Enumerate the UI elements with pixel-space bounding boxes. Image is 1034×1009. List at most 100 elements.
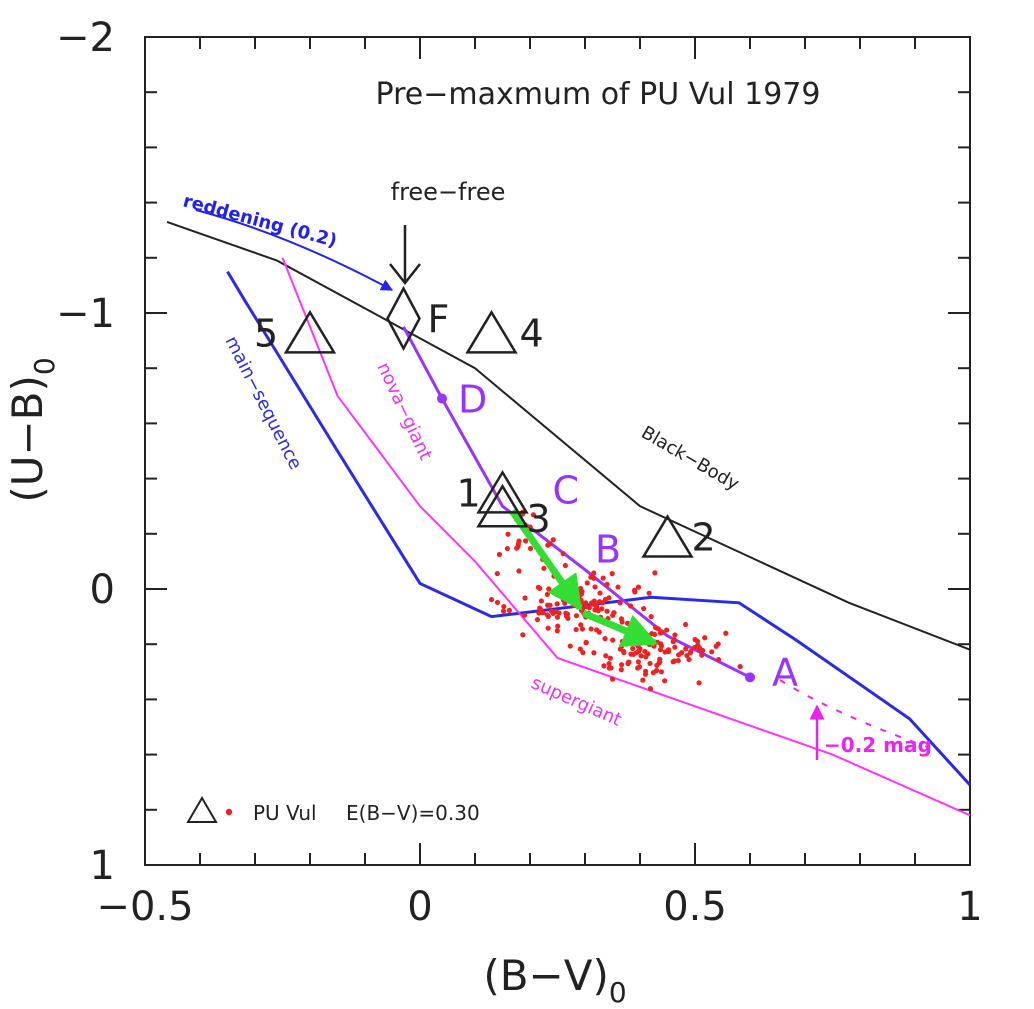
free-free-arrowhead [389, 263, 421, 286]
scatter-point [537, 605, 543, 611]
scatter-point [642, 671, 649, 677]
black-body-label: Black−Body [638, 422, 743, 495]
scatter-point [504, 545, 510, 552]
scatter-point [672, 644, 678, 650]
scatter-point [545, 602, 551, 608]
scatter-point [737, 663, 743, 670]
scatter-point [555, 623, 561, 629]
scatter-point [692, 636, 698, 643]
scatter-point [573, 613, 580, 619]
scatter-point [488, 597, 495, 603]
scatter-point [556, 610, 562, 616]
scatter-point [647, 660, 653, 667]
scatter-point [636, 664, 643, 670]
scatter-point [682, 621, 689, 628]
scatter-point [571, 580, 577, 586]
scatter-point [522, 595, 528, 601]
track-label-D: D [458, 378, 487, 422]
scatter-point [553, 591, 560, 597]
x-tick-label: −0.5 [96, 884, 193, 930]
scatter-point [562, 600, 568, 606]
track-label-C: C [553, 469, 580, 513]
track-label-A: A [772, 650, 798, 694]
scatter-point [580, 650, 586, 656]
scatter-point [496, 551, 503, 558]
scatter-point [586, 605, 592, 611]
scatter-point [623, 638, 629, 645]
scatter-point [501, 603, 507, 610]
scatter-point [656, 660, 662, 666]
scatter-point [628, 640, 634, 646]
scatter-point [562, 562, 568, 569]
scatter-point [506, 607, 512, 613]
scatter-point [544, 591, 550, 597]
scatter-point [618, 616, 625, 622]
scatter-point [650, 670, 656, 676]
scatter-point [709, 649, 715, 655]
scatter-point [601, 663, 607, 669]
scatter-point [579, 589, 585, 595]
plot-frame [144, 36, 971, 866]
track-point-A [745, 672, 755, 683]
scatter-point [565, 615, 571, 621]
scatter-point [609, 570, 615, 577]
scatter-point [522, 538, 529, 544]
scatter-point [592, 607, 598, 613]
scatter-point [652, 570, 658, 576]
scatter-point [723, 630, 729, 636]
scatter-point [628, 651, 634, 657]
x-tick-label: 1 [957, 884, 982, 930]
scatter-point [591, 650, 597, 656]
scatter-point [567, 643, 573, 649]
scatter-point [599, 606, 605, 612]
legend: PU Vul E(B−V)=0.30 [186, 796, 480, 825]
scatter-point [647, 686, 654, 692]
scatter-point [537, 585, 543, 591]
scatter-point [608, 665, 614, 671]
scatter-point [515, 543, 521, 550]
scatter-point [652, 624, 659, 631]
scatter-point [683, 646, 689, 652]
x-axis-title: (B−V)0 [483, 951, 626, 1009]
free-free-diamond [386, 285, 421, 352]
triangle-label-2: 2 [692, 516, 716, 560]
scatter-point [505, 531, 511, 537]
scatter-point [600, 575, 606, 581]
scatter-point [671, 637, 677, 643]
triangle-label-3: 3 [527, 497, 551, 541]
scatter-point [637, 646, 643, 652]
supergiant-label: supergiant [528, 672, 625, 730]
scatter-point [621, 649, 627, 656]
free-free-point-label: F [428, 298, 450, 342]
scatter-point [520, 632, 526, 638]
scatter-point [615, 584, 621, 590]
arrow-b-to-2 [581, 609, 659, 648]
track-label-B: B [595, 527, 621, 571]
reddening-arrow [195, 209, 394, 291]
x-tick-labels: −0.5 0 0.5 1 [96, 884, 982, 930]
scatter-point [593, 627, 600, 633]
legend-dot-marker [225, 808, 233, 816]
y-tick-label: −2 [56, 15, 115, 61]
scatter-point [545, 542, 551, 548]
legend-extra: E(B−V)=0.30 [346, 801, 480, 825]
scatter-point [550, 609, 556, 615]
shift-label: −0.2 mag [824, 733, 932, 757]
scatter-point [604, 608, 610, 614]
scatter-point [688, 649, 694, 655]
scatter-point [633, 650, 640, 656]
axis-ticks [144, 36, 971, 866]
scatter-point [702, 635, 708, 641]
scatter-point [562, 594, 568, 601]
scatter-point [658, 669, 665, 675]
track-point-D [437, 393, 447, 404]
scatter-point [554, 628, 560, 634]
triangle-label-4: 4 [520, 311, 544, 355]
x-tick-label: 0.5 [663, 884, 727, 930]
scatter-point [597, 590, 603, 596]
series-line-2 [281, 257, 971, 817]
free-free-label: free−free [391, 178, 506, 206]
scatter-point [577, 646, 583, 652]
scatter-point [591, 598, 597, 604]
scatter-point [696, 680, 702, 686]
